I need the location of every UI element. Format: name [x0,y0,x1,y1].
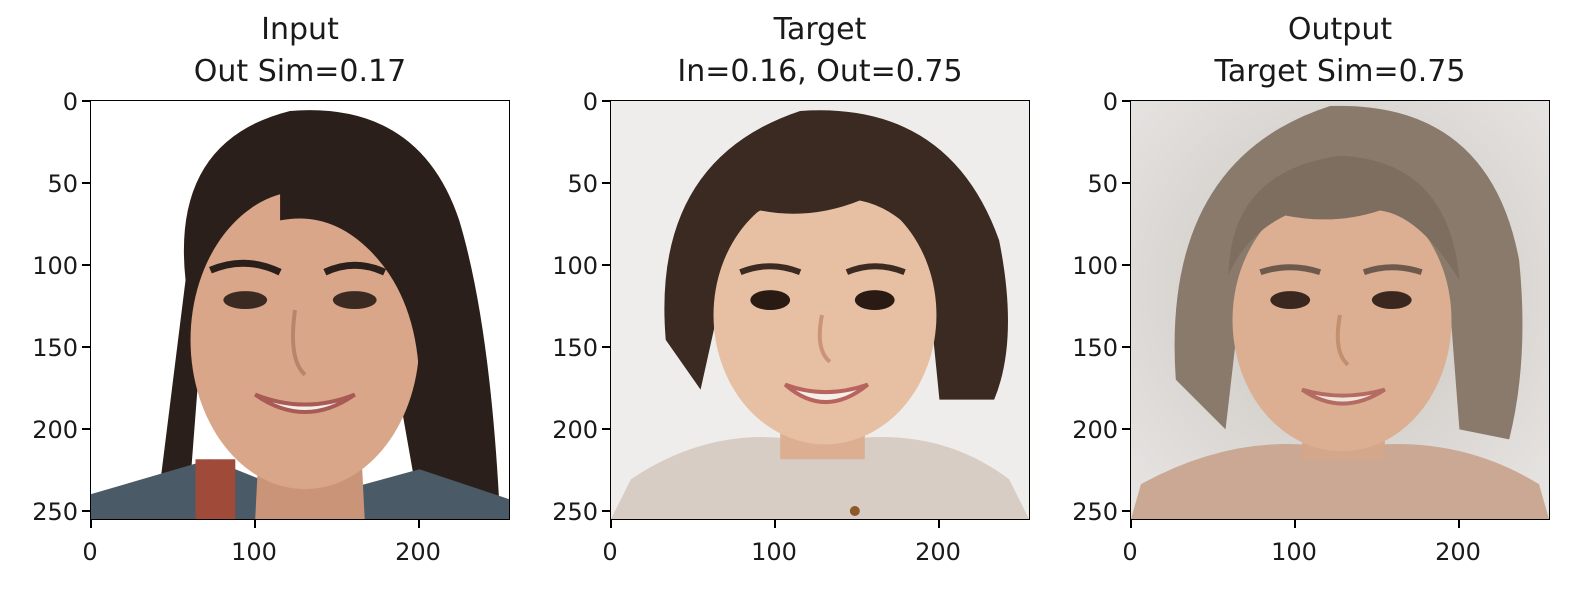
input-image [90,100,510,520]
panel-output: Output Target Sim=0.75 [1072,0,1550,594]
panel-title: Input [261,12,339,47]
y-tick-label: 200 [552,416,598,444]
y-tick-label: 0 [582,88,598,116]
face-image [91,101,509,519]
x-tick-label: 200 [915,538,961,566]
y-tick-label: 50 [47,170,78,198]
panel-target: Target In=0.16, Out=0.75 [552,0,1030,594]
y-tick-label: 250 [1072,498,1118,526]
target-image [610,100,1030,520]
y-tick-label: 200 [1072,416,1118,444]
output-image [1130,100,1550,520]
y-tick-label: 200 [32,416,78,444]
y-tick-label: 100 [552,252,598,280]
y-tick-label: 250 [32,498,78,526]
y-tick-label: 0 [1102,88,1118,116]
panel-title: Target [773,12,867,47]
y-tick-label: 50 [1087,170,1118,198]
y-tick-label: 150 [552,334,598,362]
y-tick-label: 250 [552,498,598,526]
x-tick-label: 100 [231,538,277,566]
x-tick-label: 200 [1435,538,1481,566]
x-tick-label: 0 [82,538,98,566]
y-tick-label: 50 [567,170,598,198]
x-tick-label: 100 [751,538,797,566]
y-tick-label: 100 [32,252,78,280]
face-image [611,101,1029,519]
y-tick-label: 150 [32,334,78,362]
x-tick-label: 0 [602,538,618,566]
panel-title: Output [1287,12,1393,47]
panel-subtitle: Out Sim=0.17 [193,54,407,89]
x-tick-label: 100 [1271,538,1317,566]
y-tick-label: 0 [62,88,78,116]
x-tick-label: 200 [395,538,441,566]
y-tick-label: 150 [1072,334,1118,362]
x-tick-label: 0 [1122,538,1138,566]
panel-subtitle: Target Sim=0.75 [1214,54,1466,89]
y-tick-label: 100 [1072,252,1118,280]
panel-subtitle: In=0.16, Out=0.75 [677,54,963,89]
face-image [1131,101,1549,519]
panel-input: Input Out Sim=0.17 [32,0,510,594]
